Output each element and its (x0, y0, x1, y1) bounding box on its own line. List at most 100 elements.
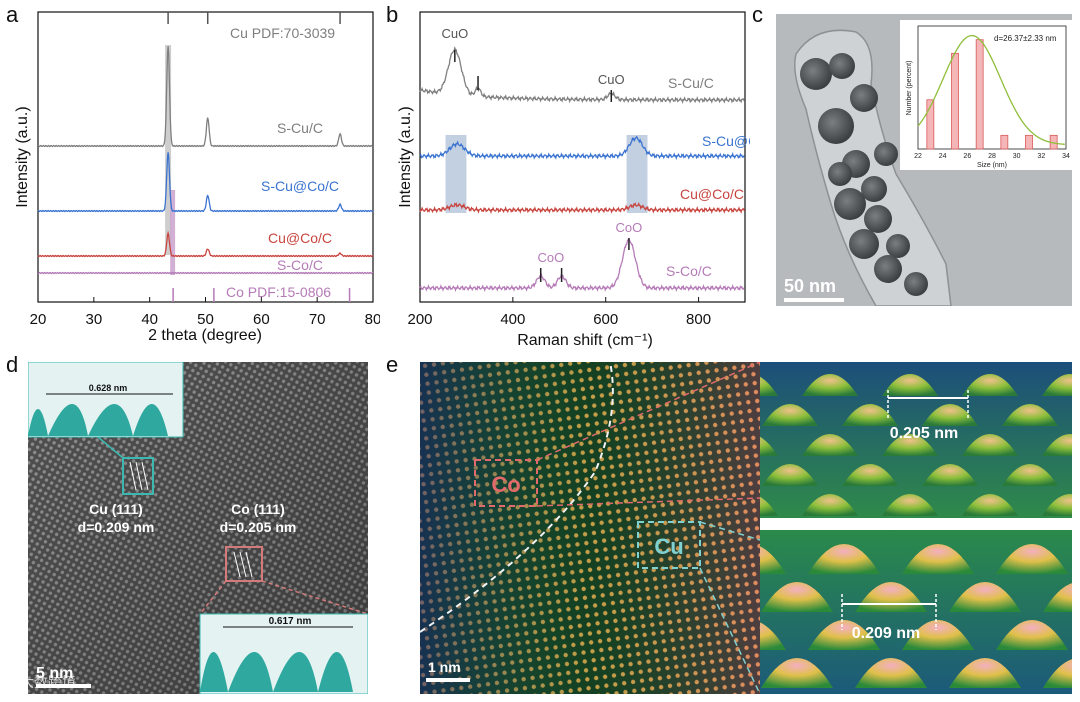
histogram-bar (926, 99, 935, 150)
surface-peak (761, 582, 833, 612)
x-tick-label: 24 (939, 153, 947, 160)
x-tick-label: 40 (141, 311, 158, 328)
y-axis-label: Intensity (a.u.) (14, 106, 31, 207)
x-tick-label: 70 (309, 311, 326, 328)
surface-peak (808, 544, 880, 574)
co-plane-label: Co (111) (231, 501, 285, 517)
surface-peak (902, 620, 974, 650)
shaded-band-co (170, 190, 176, 275)
scale-bar (784, 298, 844, 302)
surface-peak (842, 464, 898, 486)
series-label: S-Cu@Co/C (702, 133, 750, 149)
surface-peak (1002, 464, 1058, 486)
scale-bar-label: 50 nm (784, 276, 836, 296)
series-line-s-cu-c (419, 46, 746, 104)
surface-peak (882, 434, 938, 456)
nanoparticle (874, 142, 898, 166)
panel-e-stem-image: Co Cu 1 nm (420, 362, 760, 694)
series-label: Cu@Co/C (680, 186, 744, 202)
surface-peak (962, 374, 1018, 396)
surface-peak (996, 544, 1068, 574)
shaded-band-cu (165, 45, 172, 255)
series-line-s-co-c (37, 271, 374, 275)
surface-peak (962, 494, 1018, 516)
x-tick-label: 22 (914, 153, 922, 160)
surface-peak (808, 620, 880, 650)
surface-peak (761, 658, 833, 688)
scale-bar-label: 1 nm (428, 659, 461, 675)
surface-peak (1042, 494, 1072, 516)
x-tick-label: 800 (686, 311, 711, 328)
profile-top-value: 0.628 nm (89, 383, 128, 393)
panel-e-3d-surface-co: 0.205 nm (760, 362, 1072, 518)
surface-peak (996, 620, 1068, 650)
series-line-s-cu-c (37, 46, 374, 148)
bottom-distance-label: 0.209 nm (852, 625, 920, 642)
nanoparticle (904, 272, 928, 296)
co-box-label: Co (491, 472, 520, 497)
panel-e-3d-surface-cu: 0.209 nm (760, 530, 1072, 694)
nanoparticle (828, 162, 852, 186)
surface-peak (855, 658, 927, 688)
y-axis-label: Intensity (a.u.) (397, 106, 414, 207)
x-tick-label: 30 (85, 311, 102, 328)
series-line-s-cu-co-c (419, 135, 745, 161)
panel-label-d: d (6, 352, 19, 377)
panel-label-a: a (6, 2, 19, 27)
nanoparticle (829, 53, 855, 79)
series-label: Cu@Co/C (268, 230, 332, 246)
surface-peak (922, 464, 978, 486)
x-tick-label: 400 (500, 311, 525, 328)
x-tick-label: 20 (30, 311, 47, 328)
histogram-bar (951, 52, 959, 150)
x-axis-label: 2 theta (degree) (148, 327, 262, 344)
nanoparticle (800, 58, 832, 90)
x-tick-label: 50 (197, 311, 214, 328)
surface-peak (802, 434, 858, 456)
series-line-cu-co-c (37, 230, 374, 258)
surface-peak (842, 404, 898, 426)
surface-peak (762, 464, 818, 486)
plot-frame (419, 11, 746, 303)
x-tick-label: 32 (1037, 153, 1045, 160)
scale-bar (426, 678, 470, 682)
panel-label-c: c (752, 2, 763, 27)
series-line-s-cu-co-c (37, 152, 374, 213)
peak-annotation: CuO (598, 72, 625, 87)
surface-peak (760, 546, 786, 574)
surface-peak (949, 658, 1021, 688)
peak-annotation: CoO (538, 250, 565, 265)
nanoparticle (818, 108, 854, 144)
cu-d-spacing: d=0.209 nm (78, 519, 155, 535)
surface-peak (760, 376, 778, 396)
intensity-profile-top: 0.628 nm (28, 362, 184, 438)
reference-top-label: Cu PDF:70-3039 (230, 25, 335, 41)
shaded-band (626, 135, 648, 213)
surface-peak (1002, 404, 1058, 426)
x-tick-label: 80 (365, 311, 380, 328)
surface-peak (1043, 659, 1072, 688)
scale-bar-label: 5 nm (36, 665, 73, 682)
cu-region-box (122, 457, 154, 495)
surface-peak (922, 404, 978, 426)
nanoparticle (850, 84, 878, 112)
watermark: 一大数跨境 (6, 674, 76, 690)
x-tick-label: 26 (963, 153, 971, 160)
nanoparticle (849, 229, 879, 259)
x-tick-label: 600 (593, 311, 618, 328)
interface-boundary (420, 362, 614, 633)
surface-peak (762, 404, 818, 426)
inset-title: d=26.37±2.33 nm (994, 34, 1057, 43)
surface-peak (1042, 374, 1072, 396)
nanoparticle (874, 255, 902, 283)
panel-label-e: e (386, 352, 399, 377)
series-label: S-Cu/C (277, 120, 323, 136)
peak-annotation: CuO (441, 26, 468, 41)
panel-d-hrtem-image: 0.628 nm Cu (111) d=0.209 nm Co (111) d=… (28, 362, 368, 694)
surface-peak (962, 434, 1018, 456)
histogram-bar (1025, 134, 1033, 150)
surface-peak (760, 622, 786, 650)
co-d-spacing: d=0.205 nm (220, 519, 297, 535)
shaded-band (445, 135, 467, 213)
series-label: S-Cu@Co/C (261, 178, 339, 194)
